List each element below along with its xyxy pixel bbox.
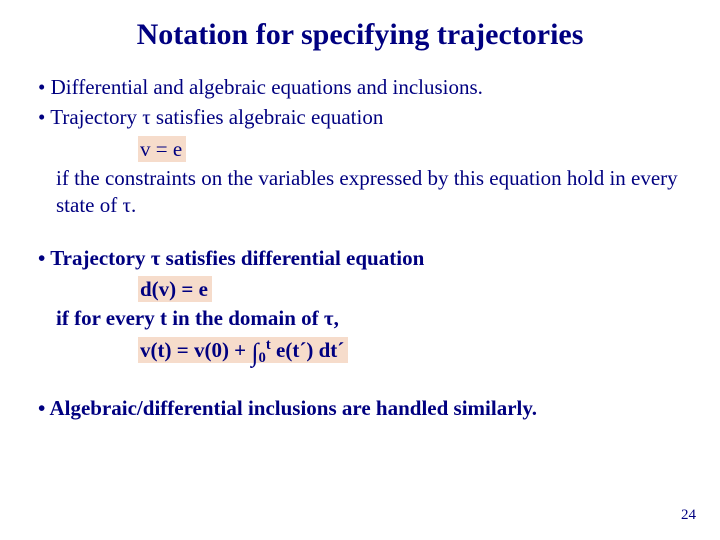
equation-2: d(v) = e — [138, 276, 212, 302]
tau-symbol: τ — [142, 105, 150, 129]
bullet-2-cont-text: if the constraints on the variables expr… — [56, 166, 678, 217]
equation-2-line: d(v) = e — [28, 275, 692, 303]
eq3-post: e(t´) dt´ — [271, 338, 344, 362]
spacer — [28, 373, 692, 395]
tau-symbol: τ — [324, 306, 334, 330]
eq3-pre: v(t) = v(0) + — [140, 338, 251, 362]
bullet-2-pre: Trajectory — [50, 105, 142, 129]
bullet-3-post: satisfies differential equation — [160, 246, 424, 270]
bullet-3-cont1-text: if for every t in the domain of — [56, 306, 324, 330]
equation-1: v = e — [138, 136, 186, 162]
equation-3-line: v(t) = v(0) + ∫0t e(t´) dt´ — [28, 335, 692, 370]
tau-symbol: τ — [122, 193, 130, 217]
bullet-2-post: satisfies algebraic equation — [151, 105, 384, 129]
equation-1-line: v = e — [28, 135, 692, 163]
bullet-3-cont1: if for every t in the domain of τ, — [28, 305, 692, 332]
spacer — [28, 223, 692, 245]
bullet-3: Trajectory τ satisfies differential equa… — [28, 245, 692, 272]
page-number: 24 — [681, 507, 696, 524]
bullet-4: Algebraic/differential inclusions are ha… — [28, 395, 692, 422]
slide: Notation for specifying trajectories Dif… — [0, 0, 720, 540]
tau-symbol: τ — [151, 246, 161, 270]
bullet-2: Trajectory τ satisfies algebraic equatio… — [28, 104, 692, 131]
bullet-2-cont-end: . — [131, 193, 136, 217]
bullet-3-pre: Trajectory — [50, 246, 150, 270]
eq3-sub: 0 — [259, 351, 266, 367]
equation-3: v(t) = v(0) + ∫0t e(t´) dt´ — [138, 337, 348, 363]
integral-symbol-icon: ∫ — [251, 338, 258, 367]
slide-title: Notation for specifying trajectories — [28, 18, 692, 52]
bullet-3-cont1-end: , — [334, 306, 339, 330]
bullet-2-cont: if the constraints on the variables expr… — [28, 165, 692, 220]
bullet-1: Differential and algebraic equations and… — [28, 74, 692, 101]
